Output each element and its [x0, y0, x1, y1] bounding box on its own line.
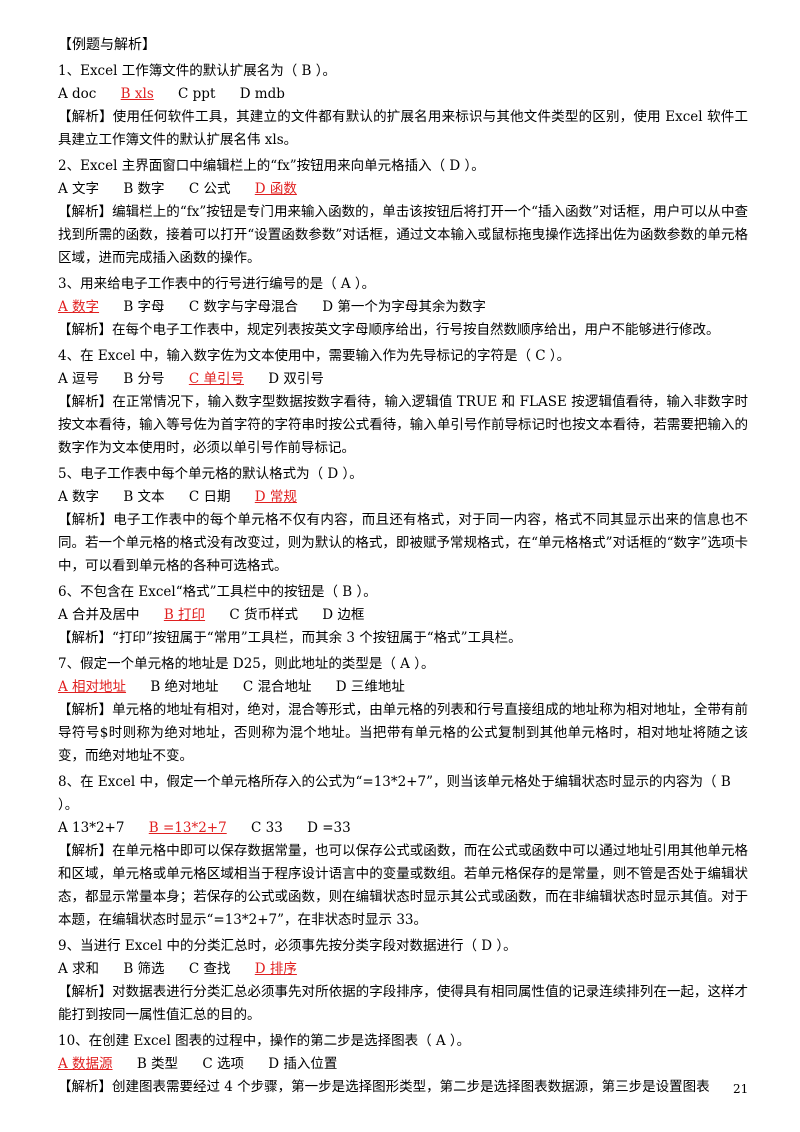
explanation: 【解析】“打印”按钮属于“常用”工具栏，而其余 3 个按钮属于“格式”工具栏。 [58, 630, 522, 646]
answer-option: B 筛选 [123, 961, 165, 977]
answer-option: D mdb [239, 86, 285, 102]
answer-option: C 日期 [188, 489, 231, 505]
answer-option: D =33 [307, 820, 351, 836]
answer-option: C 货币样式 [229, 607, 298, 623]
explanation: 【解析】电子工作表中的每个单元格不仅有内容，而且还有格式，对于同一内容，格式不同… [58, 512, 748, 574]
answer-option: A 逗号 [58, 371, 100, 387]
answer-option: A 数字 [58, 489, 100, 505]
page-number: 21 [733, 1082, 749, 1096]
question-stem: 10、在创建 Excel 图表的过程中，操作的第二步是选择图表（ A ）。 [58, 1033, 471, 1049]
answer-option: B 字母 [123, 299, 165, 315]
answer-option: D 函数 [254, 181, 297, 197]
answer-option: B xls [120, 86, 154, 102]
answer-options: A doc B xls C ppt D mdb [58, 83, 748, 106]
question-stem: 9、当进行 Excel 中的分类汇总时，必须事先按分类字段对数据进行（ D ）。 [58, 938, 517, 954]
answer-option: C 数字与字母混合 [188, 299, 298, 315]
answer-option: C 查找 [188, 961, 231, 977]
answer-options: A 求和 B 筛选 C 查找 D 排序 [58, 958, 748, 981]
answer-option: D 常规 [254, 489, 297, 505]
answer-option: D 三维地址 [335, 679, 405, 695]
explanation: 【解析】编辑栏上的“fx”按钮是专门用来输入函数的，单击该按钮后将打开一个“插入… [58, 204, 748, 266]
answer-option: A doc [58, 86, 97, 102]
question-stem: 5、电子工作表中每个单元格的默认格式为（ D ）。 [58, 466, 363, 482]
question: 8、在 Excel 中，假定一个单元格所存入的公式为“=13*2+7”，则当该单… [58, 771, 748, 932]
question-stem: 8、在 Excel 中，假定一个单元格所存入的公式为“=13*2+7”，则当该单… [58, 774, 731, 813]
question: 4、在 Excel 中，输入数字佐为文本使用中，需要输入作为先导标记的字符是（ … [58, 345, 748, 460]
answer-option: B 打印 [163, 607, 206, 623]
question-stem: 6、不包含在 Excel“格式”工具栏中的按钮是（ B ）。 [58, 584, 377, 600]
question: 9、当进行 Excel 中的分类汇总时，必须事先按分类字段对数据进行（ D ）。… [58, 935, 748, 1027]
question-stem: 1、Excel 工作簿文件的默认扩展名为（ B ）。 [58, 63, 336, 79]
page-content: 【例题与解析】 1、Excel 工作簿文件的默认扩展名为（ B ）。 A doc… [58, 34, 748, 1102]
answer-option: B 文本 [123, 489, 165, 505]
question: 3、用来给电子工作表中的行号进行编号的是（ A ）。 A 数字 B 字母 C 数… [58, 273, 748, 342]
answer-option: D 第一个为字母其余为数字 [322, 299, 486, 315]
question: 5、电子工作表中每个单元格的默认格式为（ D ）。 A 数字 B 文本 C 日期… [58, 463, 748, 578]
answer-option: C 33 [251, 820, 283, 836]
question-stem: 3、用来给电子工作表中的行号进行编号的是（ A ）。 [58, 276, 376, 292]
answer-option: C 单引号 [188, 371, 244, 387]
explanation: 【解析】在单元格中即可以保存数据常量，也可以保存公式或函数，而在公式或函数中可以… [58, 843, 748, 928]
answer-option: B 绝对地址 [150, 679, 219, 695]
answer-option: C 选项 [202, 1056, 244, 1072]
question: 6、不包含在 Excel“格式”工具栏中的按钮是（ B ）。 A 合并及居中 B… [58, 581, 748, 650]
explanation: 【解析】创建图表需要经过 4 个步骤，第一步是选择图形类型，第二步是选择图表数据… [58, 1079, 710, 1095]
answer-option: A 数据源 [58, 1056, 113, 1072]
question: 10、在创建 Excel 图表的过程中，操作的第二步是选择图表（ A ）。 A … [58, 1030, 748, 1099]
answer-option: D 边框 [322, 607, 365, 623]
question: 1、Excel 工作簿文件的默认扩展名为（ B ）。 A doc B xls C… [58, 60, 748, 152]
answer-options: A 数字 B 字母 C 数字与字母混合 D 第一个为字母其余为数字 [58, 296, 748, 319]
answer-option: D 双引号 [268, 371, 324, 387]
explanation: 【解析】在正常情况下，输入数字型数据按数字看待，输入逻辑值 TRUE 和 FLA… [58, 394, 748, 456]
answer-option: D 排序 [254, 961, 297, 977]
answer-option: A 文字 [58, 181, 100, 197]
answer-options: A 数据源 B 类型 C 选项 D 插入位置 [58, 1053, 748, 1076]
section-title: 【例题与解析】 [58, 37, 156, 53]
answer-options: A 数字 B 文本 C 日期 D 常规 [58, 486, 748, 509]
answer-option: B =13*2+7 [148, 820, 227, 836]
question-stem: 2、Excel 主界面窗口中编辑栏上的“fx”按钮用来向单元格插入（ D ）。 [58, 158, 485, 174]
answer-option: A 13*2+7 [58, 820, 125, 836]
answer-options: A 13*2+7 B =13*2+7 C 33 D =33 [58, 817, 748, 840]
answer-option: C ppt [178, 86, 216, 102]
explanation: 【解析】单元格的地址有相对，绝对，混合等形式，由单元格的列表和行号直接组成的地址… [58, 702, 748, 764]
answer-options: A 逗号 B 分号 C 单引号 D 双引号 [58, 368, 748, 391]
explanation: 【解析】使用任何软件工具，其建立的文件都有默认的扩展名用来标识与其他文件类型的区… [58, 109, 748, 148]
answer-option: C 混合地址 [242, 679, 312, 695]
answer-options: A 文字 B 数字 C 公式 D 函数 [58, 178, 748, 201]
answer-option: B 分号 [123, 371, 165, 387]
question: 2、Excel 主界面窗口中编辑栏上的“fx”按钮用来向单元格插入（ D ）。 … [58, 155, 748, 270]
answer-options: A 合并及居中 B 打印 C 货币样式 D 边框 [58, 604, 748, 627]
explanation: 【解析】在每个电子工作表中，规定列表按英文字母顺序给出，行号按自然数顺序给出，用… [58, 322, 720, 338]
answer-option: C 公式 [188, 181, 231, 197]
answer-option: A 相对地址 [58, 679, 127, 695]
answer-options: A 相对地址 B 绝对地址 C 混合地址 D 三维地址 [58, 676, 748, 699]
answer-option: A 合并及居中 [58, 607, 140, 623]
explanation: 【解析】对数据表进行分类汇总必须事先对所依据的字段排序，使得具有相同属性值的记录… [58, 984, 748, 1023]
answer-option: D 插入位置 [268, 1056, 338, 1072]
question: 7、假定一个单元格的地址是 D25，则此地址的类型是（ A ）。 A 相对地址 … [58, 653, 748, 768]
answer-option: A 求和 [58, 961, 100, 977]
question-stem: 4、在 Excel 中，输入数字佐为文本使用中，需要输入作为先导标记的字符是（ … [58, 348, 571, 364]
question-stem: 7、假定一个单元格的地址是 D25，则此地址的类型是（ A ）。 [58, 656, 435, 672]
answer-option: A 数字 [58, 299, 100, 315]
answer-option: B 数字 [123, 181, 165, 197]
question-list: 1、Excel 工作簿文件的默认扩展名为（ B ）。 A doc B xls C… [58, 60, 748, 1099]
answer-option: B 类型 [136, 1056, 179, 1072]
